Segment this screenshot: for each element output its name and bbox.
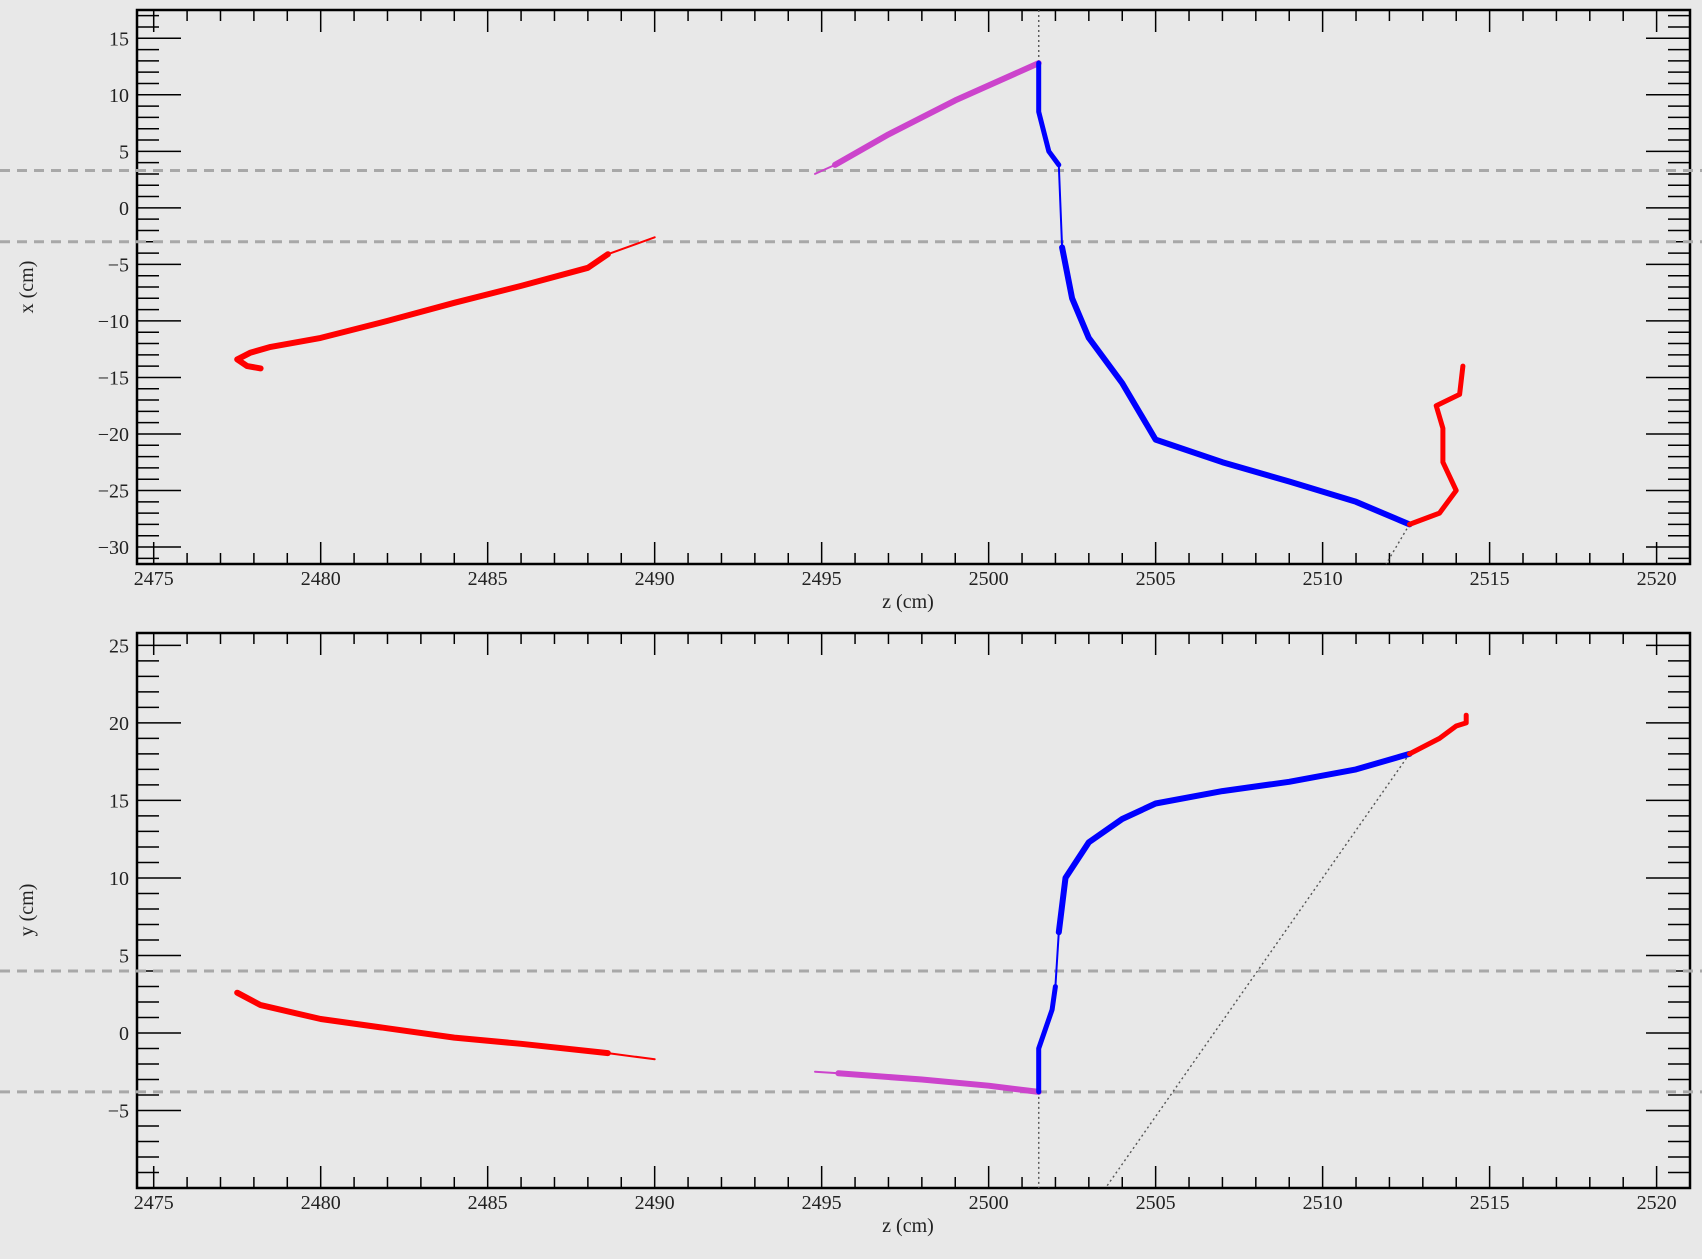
track-series-2 — [606, 1052, 656, 1061]
x-tick-label: 2505 — [1136, 568, 1176, 590]
y-tick-label: 10 — [109, 85, 129, 107]
y-tick-label: 25 — [109, 635, 129, 657]
track-series-6 — [1054, 931, 1060, 988]
chart-panel-2: 2475 2480 2485 2490 2495 2500 2505 2510 2515 2520… — [0, 631, 1702, 1237]
x-tick-label: 2475 — [134, 1192, 174, 1214]
x-tick-label: 2480 — [301, 568, 341, 590]
x-tick-label: 2520 — [1637, 568, 1677, 590]
y-tick-label: −20 — [98, 424, 129, 446]
y-tick-label: −30 — [98, 537, 129, 559]
y-tick-label: 10 — [109, 868, 129, 890]
x-tick-label: 2505 — [1136, 1192, 1176, 1214]
x-tick-label: 2495 — [802, 1192, 842, 1214]
y-tick-label: −5 — [108, 1100, 129, 1122]
chart-panel-1: 2475 2480 2485 2490 2495 2500 2505 2510 2515 2520… — [0, 8, 1702, 613]
track-series-4 — [832, 60, 1042, 168]
y-tick-label: 15 — [109, 790, 129, 812]
x-tick-label: 2515 — [1470, 1192, 1510, 1214]
track-series-2 — [606, 236, 656, 256]
y-tick-label: −25 — [98, 481, 129, 503]
track-series-1 — [234, 251, 611, 372]
x-axis-title: z (cm) — [882, 591, 934, 613]
track-series-3 — [814, 163, 836, 175]
track-series-3 — [814, 1070, 840, 1075]
y-tick-label: −15 — [98, 367, 129, 389]
plot-frame — [135, 8, 1692, 566]
plot-frame — [135, 631, 1692, 1190]
x-tick-label: 2510 — [1303, 568, 1343, 590]
y-tick-label: 15 — [109, 28, 129, 50]
track-series-5 — [1036, 984, 1058, 1095]
x-tick-label: 2495 — [802, 568, 842, 590]
y-tick-label: 5 — [119, 945, 129, 967]
y-tick-label: −5 — [108, 254, 129, 276]
track-series-5 — [1036, 60, 1062, 168]
track-series-8 — [1407, 363, 1466, 527]
track-series-7 — [1055, 750, 1413, 936]
x-tick-label: 2475 — [134, 568, 174, 590]
x-tick-label: 2490 — [635, 1192, 675, 1214]
track-series-4 — [835, 1070, 1042, 1095]
x-tick-label: 2480 — [301, 1192, 341, 1214]
track-series-8 — [1407, 712, 1469, 757]
track-series-7 — [1059, 244, 1413, 528]
x-tick-label: 2490 — [635, 568, 675, 590]
track-series-1 — [234, 989, 611, 1057]
x-tick-label: 2510 — [1303, 1192, 1343, 1214]
y-tick-label: 0 — [119, 198, 129, 220]
x-tick-label: 2485 — [468, 568, 508, 590]
x-tick-label: 2515 — [1470, 568, 1510, 590]
track-series-6 — [1057, 163, 1064, 249]
y-tick-label: 20 — [109, 713, 129, 735]
x-tick-label: 2485 — [468, 1192, 508, 1214]
x-axis-title: z (cm) — [882, 1215, 934, 1237]
y-tick-label: 5 — [119, 141, 129, 163]
y-tick-label: −10 — [98, 311, 129, 333]
y-tick-label: 0 — [119, 1023, 129, 1045]
x-tick-label: 2500 — [969, 1192, 1009, 1214]
y-axis-title: x (cm) — [16, 261, 38, 314]
y-axis-title: y (cm) — [16, 884, 38, 937]
x-tick-label: 2520 — [1637, 1192, 1677, 1214]
x-tick-label: 2500 — [969, 568, 1009, 590]
dotted-extrapolation-line — [1104, 753, 1411, 1189]
